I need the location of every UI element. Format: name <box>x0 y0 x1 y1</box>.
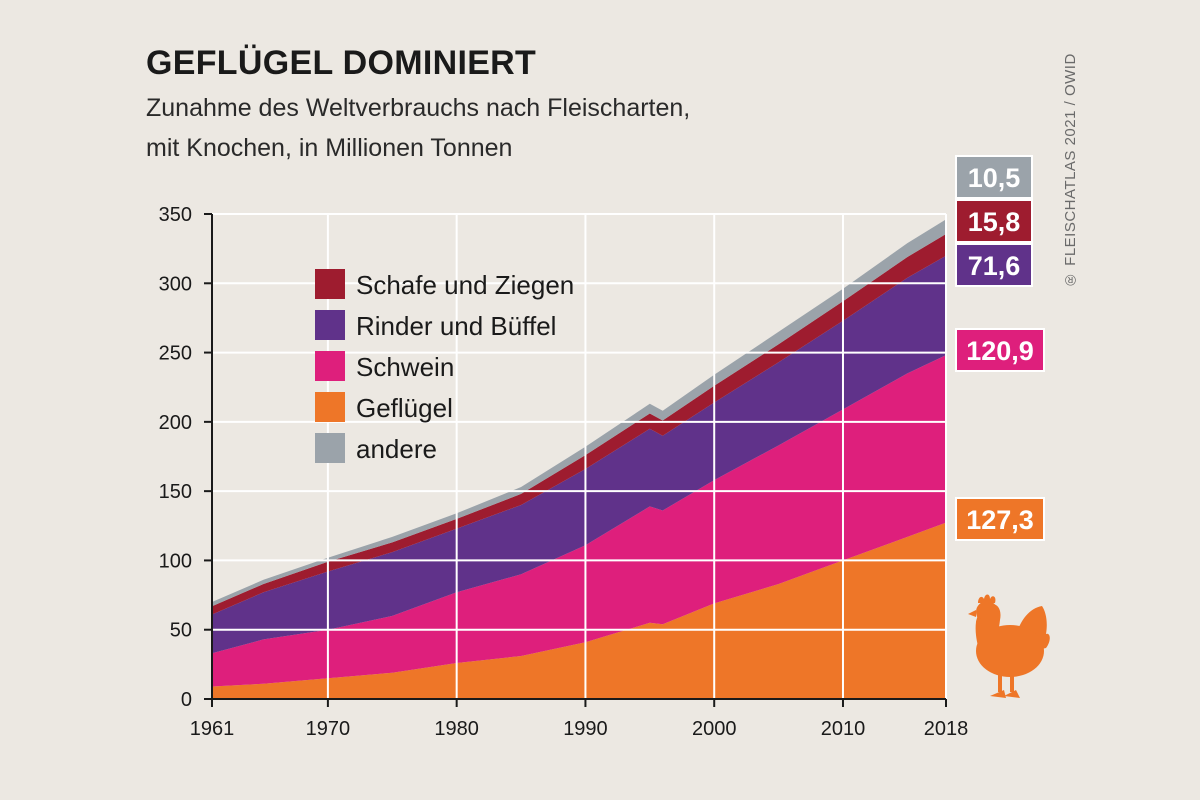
end-label-box <box>955 243 1033 287</box>
chart-subtitle: Zunahme des Weltverbrauchs nach Fleischa… <box>146 88 906 168</box>
area-layers <box>212 219 946 699</box>
legend: Schafe und Ziegen Rinder und Büffel Schwei… <box>315 269 574 464</box>
end-label-value: 10,5 <box>968 163 1021 193</box>
x-tick-label: 1970 <box>306 718 351 740</box>
end-label-box <box>955 497 1045 541</box>
y-tick-label: 300 <box>159 273 192 295</box>
legend-swatch <box>315 351 345 381</box>
end-labels: 127,3 120,9 71,6 15,8 10,5 <box>955 155 1045 541</box>
chicken-icon <box>968 594 1050 698</box>
y-tick-label: 250 <box>159 343 192 365</box>
legend-swatch <box>315 269 345 299</box>
x-tick-label: 2010 <box>821 718 866 740</box>
end-label-box <box>955 328 1045 372</box>
y-tick-label: 150 <box>159 481 192 503</box>
legend-label: Schwein <box>356 352 454 382</box>
end-label-value: 120,9 <box>966 336 1034 366</box>
area-series-0 <box>212 522 946 699</box>
axes: 0 50 100 150 200 250 300 350 1961 1970 1980 1990 200… <box>159 204 969 740</box>
legend-swatch <box>315 433 345 463</box>
area-series-2 <box>212 255 946 654</box>
area-series-1 <box>212 355 946 687</box>
y-tick-label: 50 <box>170 620 192 642</box>
x-tick-label: 1980 <box>434 718 479 740</box>
y-tick-label: 200 <box>159 412 192 434</box>
legend-label: andere <box>356 434 437 464</box>
end-label-value: 71,6 <box>968 251 1021 281</box>
end-label-box <box>955 199 1033 243</box>
y-tick-label: 100 <box>159 550 192 572</box>
end-label-value: 15,8 <box>968 207 1021 237</box>
legend-swatch <box>315 310 345 340</box>
x-tick-label: 2000 <box>692 718 737 740</box>
chart-title: GEFLÜGEL DOMINIERT <box>146 44 537 82</box>
subtitle-line-1: Zunahme des Weltverbrauchs nach Fleischa… <box>146 94 691 122</box>
x-tick-label: 1990 <box>563 718 608 740</box>
legend-label: Rinder und Büffel <box>356 311 556 341</box>
end-label-box <box>955 155 1033 199</box>
legend-label: Geflügel <box>356 393 453 423</box>
subtitle-line-2: mit Knochen, in Millionen Tonnen <box>146 134 513 162</box>
y-tick-label: 0 <box>181 689 192 711</box>
x-tick-label: 2018 <box>924 718 969 740</box>
x-tick-label: 1961 <box>190 718 235 740</box>
legend-label: Schafe und Ziegen <box>356 270 574 300</box>
end-label-value: 127,3 <box>966 505 1034 535</box>
y-tick-label: 350 <box>159 204 192 226</box>
legend-swatch <box>315 392 345 422</box>
